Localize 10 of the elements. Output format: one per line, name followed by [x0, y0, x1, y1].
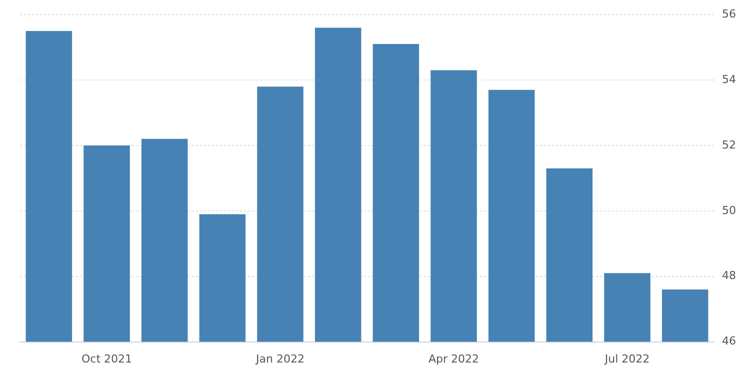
- y-tick-label: 50: [722, 204, 736, 217]
- y-tick-label: 54: [722, 72, 736, 86]
- x-tick-label: Apr 2022: [428, 352, 480, 366]
- y-tick-label: 52: [722, 138, 736, 152]
- x-tick-label: Jul 2022: [604, 352, 650, 366]
- x-tick-label: Jan 2022: [255, 352, 304, 366]
- y-tick-label: 46: [722, 334, 736, 348]
- y-tick-label: 48: [722, 269, 736, 282]
- y-tick-label: 56: [722, 7, 736, 20]
- x-tick-label: Oct 2021: [81, 352, 132, 366]
